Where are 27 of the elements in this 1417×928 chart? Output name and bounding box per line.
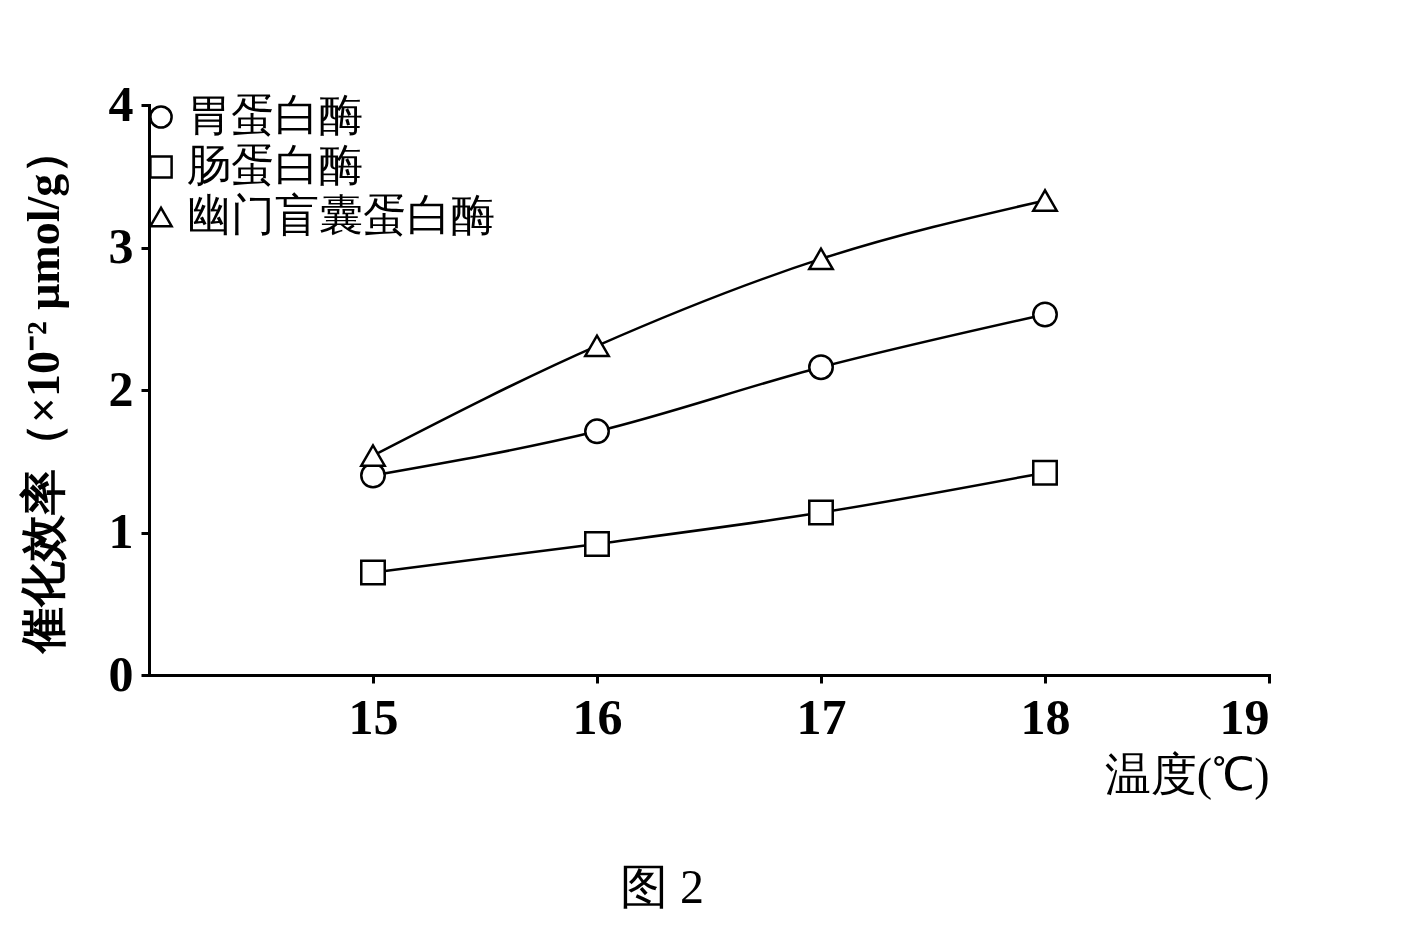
x-axis-title: 温度(℃): [1104, 748, 1270, 800]
point: [584, 530, 610, 557]
point: [360, 444, 386, 467]
point: [360, 559, 386, 586]
legend-label: 肠蛋白酶: [187, 141, 363, 190]
y-axis-title: 催化效率（×10⁻² μmol/g）: [17, 127, 69, 656]
point: [808, 499, 834, 526]
x-tick-label: 19: [1219, 688, 1270, 745]
point: [584, 418, 610, 445]
point: [584, 334, 610, 358]
point: [808, 247, 834, 271]
y-tick-label: 3: [108, 218, 134, 274]
x-tick-label: 17: [796, 688, 847, 745]
y-tick-label: 4: [108, 75, 134, 132]
y-tick-label: 1: [108, 503, 134, 559]
point: [1032, 459, 1058, 486]
point: [808, 354, 834, 381]
x-tick-label: 18: [1020, 688, 1071, 745]
legend-label: 幽门盲囊蛋白酶: [187, 191, 495, 240]
legend-label: 胃蛋白酶: [187, 91, 363, 140]
caption: 图 2: [620, 859, 704, 915]
point: [1032, 301, 1058, 328]
x-tick-label: 16: [572, 688, 623, 745]
point: [1032, 189, 1058, 212]
x-tick-label: 15: [348, 688, 399, 745]
y-tick-label: 0: [108, 645, 134, 702]
y-tick-label: 2: [108, 360, 134, 417]
